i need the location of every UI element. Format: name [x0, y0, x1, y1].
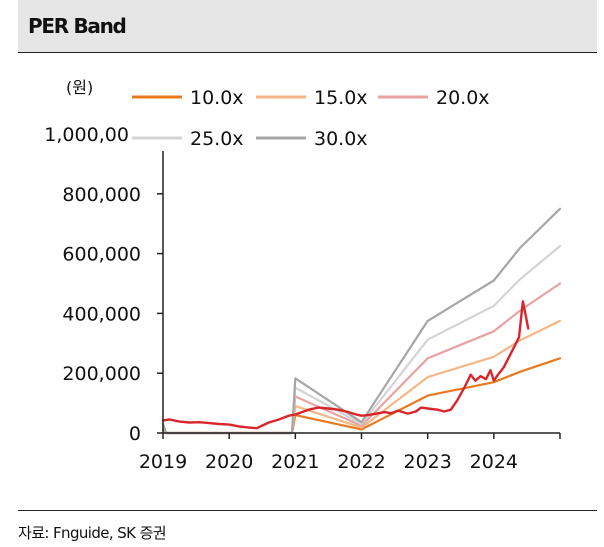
legend-label: 25.0x — [190, 128, 244, 150]
y-tick-label: 600,000 — [62, 244, 141, 266]
legend-label: 30.0x — [314, 128, 368, 150]
x-tick-label: 2019 — [139, 451, 187, 473]
x-tick-label: 2021 — [271, 451, 319, 473]
legend-label: 20.0x — [436, 87, 490, 109]
series-line-300x — [161, 207, 562, 435]
per-band-chart: (원) 0 200,000 400,000 600,000 800,000 1,000,0… — [44, 78, 562, 473]
axes: 0 200,000 400,000 600,000 800,000 1,000,000 20… — [44, 124, 561, 473]
x-tick-label: 2022 — [337, 451, 385, 473]
x-tick-label: 2024 — [470, 451, 518, 473]
y-tick-label: 1,000,000 — [44, 124, 141, 146]
plot-lines — [161, 207, 562, 435]
series-line-200x — [161, 282, 562, 435]
footer-divider — [18, 510, 597, 511]
y-tick-label: 0 — [129, 423, 141, 445]
chart-header: PER Band — [18, 0, 597, 53]
legend: 10.0x 15.0x 20.0x 25.0x 30.0x — [130, 84, 494, 151]
y-tick-label: 200,000 — [62, 363, 141, 385]
legend-label: 10.0x — [190, 87, 244, 109]
y-unit-label: (원) — [66, 78, 93, 97]
series-line-250x — [161, 245, 562, 435]
x-tick-label: 2020 — [205, 451, 253, 473]
y-tick-label: 400,000 — [62, 303, 141, 325]
x-tick-label: 2023 — [403, 451, 451, 473]
source-note: 자료: Fnguide, SK 증권 — [18, 524, 167, 542]
chart-title: PER Band — [28, 14, 127, 38]
y-tick-label: 800,000 — [62, 184, 141, 206]
series-line-price — [161, 300, 530, 430]
legend-label: 15.0x — [314, 87, 368, 109]
